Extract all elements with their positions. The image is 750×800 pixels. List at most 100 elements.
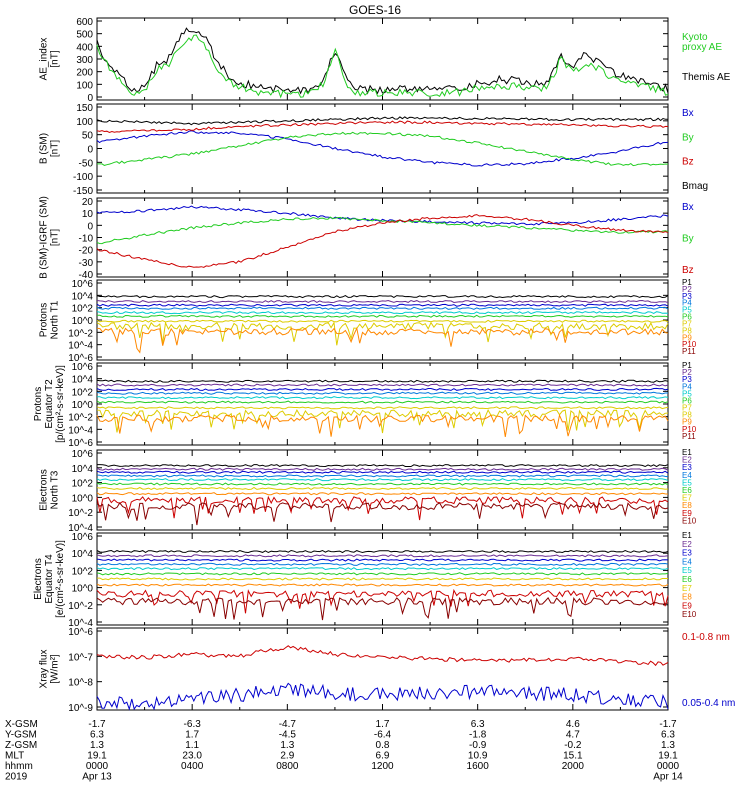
y-axis-label: AE_index[nT] bbox=[39, 38, 61, 81]
time-axis-value: 23.0 bbox=[182, 751, 202, 762]
series-line bbox=[96, 27, 669, 95]
time-axis-value: -6.3 bbox=[184, 719, 202, 730]
channel-line bbox=[96, 562, 669, 566]
channel-line bbox=[96, 383, 669, 387]
legend-entry: P5 bbox=[682, 306, 692, 315]
y-axis-label: ProtonsNorth T1 bbox=[39, 300, 61, 339]
time-axis-value: -1.8 bbox=[469, 730, 487, 741]
legend-entry: Bmag bbox=[682, 181, 708, 192]
y-axis-label-line: Xray flux bbox=[39, 650, 50, 689]
time-axis-row-label: MLT bbox=[5, 751, 24, 762]
y-tick-label: 10^-2 bbox=[68, 328, 93, 339]
legend-entry: P11 bbox=[682, 347, 696, 356]
channel-line bbox=[96, 319, 669, 323]
legend-entry: P2 bbox=[682, 368, 692, 377]
chart-title: GOES-16 bbox=[349, 3, 401, 17]
y-axis-label-line: Protons bbox=[33, 387, 44, 421]
time-axis-value: 2.9 bbox=[280, 751, 294, 762]
series-line bbox=[96, 216, 669, 245]
time-axis-value: 0000 bbox=[657, 761, 680, 772]
y-tick-label: 10^4 bbox=[72, 375, 94, 386]
y-tick-label: -50 bbox=[79, 158, 94, 169]
y-tick-label: 10^-6 bbox=[68, 438, 93, 449]
channel-line bbox=[96, 467, 669, 471]
y-axis-label-line: Electrons bbox=[39, 469, 50, 511]
legend-entry: P3 bbox=[682, 375, 692, 384]
channel-line bbox=[96, 396, 669, 400]
legend-entry: E3 bbox=[682, 463, 692, 472]
legend-entry: Themis AE bbox=[682, 72, 731, 83]
channel-line bbox=[96, 482, 669, 486]
y-tick-label: 0 bbox=[87, 145, 93, 156]
time-axis-value: 4.6 bbox=[566, 719, 580, 730]
time-axis-value: -0.2 bbox=[564, 740, 582, 751]
y-tick-label: 10^2 bbox=[72, 479, 94, 490]
time-axis-value: 0800 bbox=[276, 761, 299, 772]
panel-4: 10^610^4 10^210^010^-2 10^-410^-6 ProtonsNo… bbox=[39, 278, 697, 364]
time-axis-value: -4.7 bbox=[279, 719, 297, 730]
series-line bbox=[96, 645, 669, 667]
panel-frame bbox=[96, 103, 669, 194]
y-axis-label-line: AE_index bbox=[39, 38, 50, 81]
y-axis-label: B (SM)-IGRF (SM)[nT] bbox=[39, 196, 61, 279]
time-axis-value: -0.9 bbox=[469, 740, 487, 751]
time-axis-row-label: hhmm bbox=[5, 761, 33, 772]
y-tick-label: 10^6 bbox=[72, 362, 94, 373]
channel-line bbox=[96, 554, 669, 558]
time-axis-table: X-GSM -1.7 -6.3 -4.7 1.7 6.3 4.6 -1.7Y-GSM 6.3 1.… bbox=[5, 719, 683, 783]
y-tick-label: 10^-7 bbox=[68, 652, 93, 663]
y-axis-label-line: [nT] bbox=[50, 229, 61, 246]
y-tick-label: 50 bbox=[82, 131, 94, 142]
legend-entry: Bx bbox=[682, 202, 694, 213]
series-line bbox=[97, 131, 669, 167]
legend-entry: 0.1-0.8 nm bbox=[682, 632, 730, 643]
channel-line bbox=[96, 502, 669, 526]
legend-entry: E8 bbox=[682, 593, 692, 602]
y-tick-label: 10^2 bbox=[72, 387, 94, 398]
time-axis-value: -1.7 bbox=[659, 719, 677, 730]
y-tick-label: 0 bbox=[87, 93, 93, 104]
y-axis-label-line: North T1 bbox=[50, 300, 61, 339]
channel-line bbox=[96, 387, 669, 391]
panel-frame bbox=[96, 17, 669, 101]
time-axis-value: 6.3 bbox=[90, 730, 104, 741]
time-axis-value: 6.3 bbox=[471, 719, 485, 730]
legend-entry: E6 bbox=[682, 486, 692, 495]
y-tick-label: 10^6 bbox=[72, 449, 94, 460]
time-axis-value: 10.9 bbox=[468, 751, 488, 762]
panel-2: 150 100 50 0 -50 -100 -150 B (SM)[nT] Bx By Bz Bmag bbox=[39, 103, 709, 197]
y-axis-label: ProtonsEquator T2[p/(cm²-s-sr-keV)] bbox=[33, 365, 66, 443]
channel-line bbox=[96, 558, 669, 562]
legend-entry: By bbox=[682, 132, 694, 143]
channel-line bbox=[96, 326, 669, 354]
y-axis-label-line: [nT] bbox=[50, 140, 61, 157]
time-axis-value: -4.5 bbox=[279, 730, 297, 741]
legend-entry: P10 bbox=[682, 340, 697, 349]
channel-line bbox=[96, 572, 669, 576]
y-axis-label: B (SM)[nT] bbox=[39, 133, 61, 164]
legend-entry: P2 bbox=[682, 285, 692, 294]
y-tick-label: 10^-9 bbox=[68, 703, 93, 714]
y-tick-label: 10^4 bbox=[72, 549, 94, 560]
y-tick-label: -10 bbox=[79, 234, 94, 245]
y-tick-label: -100 bbox=[73, 172, 93, 183]
y-tick-label: 10^0 bbox=[72, 493, 94, 504]
y-tick-label: 300 bbox=[76, 55, 93, 66]
time-axis-value: 19.1 bbox=[87, 751, 107, 762]
y-axis-label-line: B (SM) bbox=[39, 133, 50, 164]
time-axis-value: 4.7 bbox=[566, 730, 580, 741]
channel-line bbox=[96, 567, 669, 571]
panel-frame bbox=[96, 532, 669, 626]
panel-8: 10^-6 10^-7 10^-8 10^-9 Xray flux[W/m²] 0.1-0… bbox=[39, 627, 736, 714]
y-axis-label: ElectronsEquator T4[e/(cm²-s-sr-keV)] bbox=[33, 540, 66, 618]
time-axis-row-label: 2019 bbox=[5, 772, 28, 783]
y-tick-label: 10^4 bbox=[72, 291, 94, 302]
y-tick-label: 100 bbox=[76, 80, 93, 91]
channel-line bbox=[96, 413, 669, 437]
time-axis-value: 6.3 bbox=[661, 730, 675, 741]
time-axis-value: 0000 bbox=[86, 761, 109, 772]
time-axis-value: 1200 bbox=[371, 761, 394, 772]
